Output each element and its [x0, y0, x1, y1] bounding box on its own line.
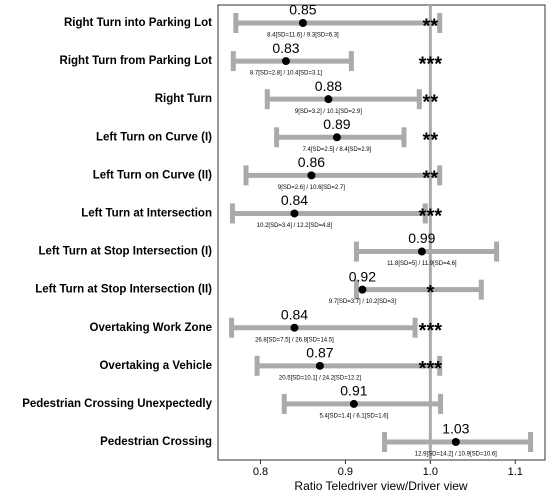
category-label: Overtaking a Vehicle	[99, 360, 212, 372]
annotation: 5.4[SD=1.4] / 6.1[SD=1.6]	[320, 413, 389, 419]
value-label: 0.91	[340, 383, 367, 399]
category-label: Pedestrian Crossing Unexpectedly	[22, 398, 212, 410]
annotation: 8.7[SD=2.8] / 10.4[SD=3.1]	[250, 71, 322, 77]
annotation: 9[SD=3.2] / 10.1[SD=2.9]	[295, 109, 362, 115]
category-label: Left Turn at Stop Intersection (I)	[38, 246, 212, 258]
value-label: 0.88	[315, 78, 342, 94]
point	[307, 171, 316, 180]
point	[290, 209, 299, 218]
significance: **	[423, 15, 439, 37]
value-label: 0.92	[349, 268, 376, 284]
value-label: 0.99	[408, 230, 435, 246]
x-axis-label: Ratio Teledriver view/Driver view	[294, 479, 467, 493]
value-label: 0.87	[306, 345, 333, 361]
value-label: 0.85	[289, 2, 316, 18]
point	[349, 399, 358, 408]
annotation: 12.9[SD=14.2] / 10.9[SD=10.6]	[415, 452, 497, 458]
point	[451, 438, 460, 446]
annotation: 10.2[SD=3.4] / 12.2[SD=4.8]	[257, 223, 333, 229]
x-tick-label: 0.9	[338, 466, 353, 478]
point	[332, 133, 341, 142]
point	[324, 95, 333, 104]
annotation: 20.5[SD=10.1] / 24.2[SD=12.2]	[279, 375, 361, 381]
category-label: Right Turn into Parking Lot	[64, 17, 212, 29]
category-label: Right Turn	[155, 93, 212, 105]
x-tick-label: 0.8	[253, 466, 268, 478]
category-label: Overtaking Work Zone	[90, 322, 212, 334]
value-label: 0.84	[281, 192, 308, 208]
value-label: 1.03	[442, 421, 469, 437]
annotation: 9.7[SD=3.7] / 10.2[SD=3]	[329, 299, 396, 305]
significance: *	[426, 282, 434, 304]
category-label: Left Turn on Curve (I)	[96, 131, 212, 143]
annotation: 11.8[SD=5] / 11.9[SD=4.6]	[387, 261, 457, 267]
annotation: 8.4[SD=11.6] / 9.3[SD=6.3]	[267, 33, 339, 39]
value-label: 0.86	[298, 154, 325, 170]
value-label: 0.89	[323, 116, 350, 132]
annotation: 7.4[SD=2.5] / 8.4[SD=2.9]	[303, 147, 372, 153]
category-label: Left Turn at Intersection	[81, 207, 212, 219]
point	[290, 323, 299, 332]
annotation: 26.8[SD=7.5] / 26.8[SD=14.5]	[255, 337, 334, 343]
value-label: 0.83	[272, 40, 299, 56]
annotation: 9[SD=2.6] / 10.6[SD=2.7]	[278, 185, 345, 191]
value-label: 0.84	[281, 306, 308, 322]
category-label: Right Turn from Parking Lot	[60, 55, 213, 67]
significance: **	[423, 130, 439, 152]
point	[358, 285, 367, 294]
significance: ***	[419, 358, 443, 380]
significance: **	[423, 91, 439, 113]
plot-frame	[217, 4, 546, 461]
significance: ***	[419, 206, 443, 228]
significance: ***	[419, 320, 443, 342]
x-tick-label: 1.0	[423, 466, 438, 478]
category-label: Left Turn at Stop Intersection (II)	[35, 284, 212, 296]
category-label: Pedestrian Crossing	[100, 436, 212, 448]
point	[315, 361, 324, 370]
point	[417, 247, 426, 256]
x-tick-label: 1.1	[508, 466, 523, 478]
significance: ***	[419, 53, 443, 75]
point	[298, 19, 307, 27]
category-label: Left Turn on Curve (II)	[93, 169, 212, 181]
point	[281, 57, 290, 66]
significance: **	[423, 168, 439, 190]
